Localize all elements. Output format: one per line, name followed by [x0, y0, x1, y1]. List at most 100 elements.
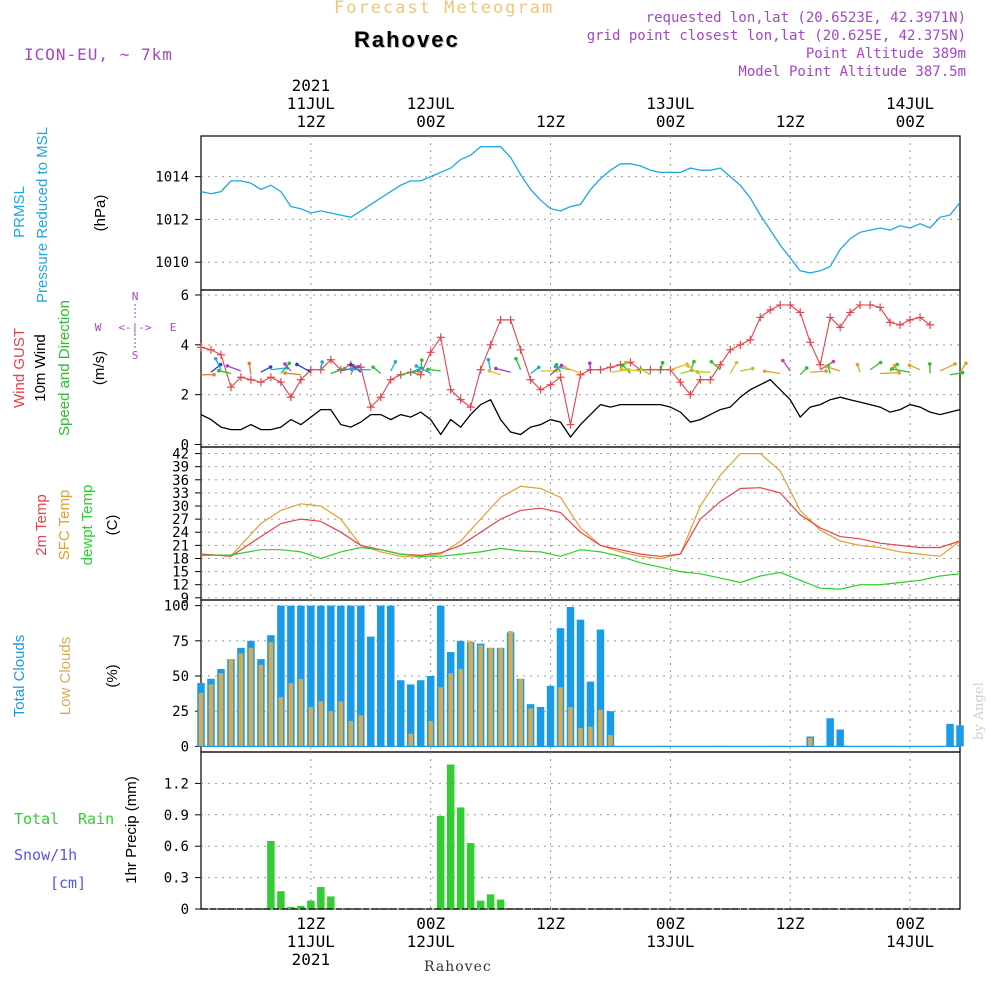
wind-gust-marker [856, 300, 865, 309]
clouds-ytick-label: 50 [172, 669, 189, 685]
wind-direction-arrowhead [349, 367, 354, 372]
wind-gust-marker [216, 350, 225, 359]
wind-direction-arrowhead [217, 368, 221, 373]
wind-gust-marker [246, 375, 255, 384]
top-time-label: 12Z [296, 112, 325, 131]
low-cloud-bar [518, 678, 523, 747]
temperature-ytick-label: 36 [172, 473, 189, 489]
wind-gust-marker [456, 395, 465, 404]
wind-gust-marker [366, 403, 375, 412]
wind-direction-arrowhead [349, 362, 353, 367]
model-point-altitude: Model Point Altitude 387.5m [738, 64, 966, 80]
total-cloud-bar [416, 680, 425, 747]
temperature-ytick-label: 39 [172, 460, 189, 476]
bottom-time-label: 00Z [656, 914, 685, 933]
wind-gust-marker [716, 360, 725, 369]
wind-gust-marker [326, 355, 335, 364]
wind-gust-marker [226, 383, 235, 392]
wind-gust-marker [436, 333, 445, 342]
wind-gust-marker [846, 308, 855, 317]
wind-direction-arrowhead [927, 362, 932, 366]
bottom-date-label: 13JUL [646, 932, 694, 951]
wind-direction-arrow [710, 361, 721, 371]
low-cloud-bar [248, 647, 254, 747]
compass-e: E [170, 321, 177, 334]
wind-direction-arrowhead [213, 356, 218, 361]
wind-gust-label: Wind GUST [11, 328, 28, 408]
wind-gust-marker [476, 365, 485, 374]
wind-direction-arrowhead [824, 364, 828, 369]
wind-direction-arrowhead [695, 370, 700, 374]
wind-gust-marker [206, 345, 215, 354]
wind-direction-arrowhead [536, 365, 541, 370]
wind-gust-marker [306, 365, 315, 374]
bottom-date-label: 11JUL [287, 932, 335, 951]
wind-direction-arrowhead [426, 367, 430, 372]
compass-arrow: <-|-> [118, 321, 151, 334]
wind-gust-marker [236, 373, 245, 382]
bottom-time-label: 00Z [416, 914, 445, 933]
wind-direction-arrow [296, 363, 312, 373]
top-date-label: 13JUL [646, 94, 694, 113]
low-cloud-bar [318, 701, 324, 747]
low-cloud-bar [228, 659, 234, 747]
wind-gust-marker [786, 300, 795, 309]
rain-bar [317, 887, 325, 909]
total-cloud-bar [277, 605, 285, 747]
wind-gust-marker [546, 380, 555, 389]
top-date-label: 12JUL [407, 94, 455, 113]
wind-direction-arrowhead [890, 367, 894, 371]
top-date-label: 11JUL [287, 94, 335, 113]
low-cloud-bar [218, 673, 224, 747]
wind-gust-marker [486, 340, 495, 349]
rain-bar [466, 843, 475, 909]
wind-direction-arrow [260, 366, 271, 373]
wind-gust-marker [286, 393, 295, 402]
wind-direction-arrowhead [283, 371, 287, 375]
clouds-ytick-label: 0 [181, 739, 189, 755]
wind-direction-arrow [410, 367, 422, 373]
wind-direction-arrowhead [907, 363, 912, 367]
wind-direction-arrow [400, 370, 419, 376]
bottom-date-label: 14JUL [886, 932, 934, 951]
total-rain-label-1: Total [14, 810, 59, 828]
wind-direction-arrow [880, 372, 900, 375]
low-cloud-bar [288, 683, 294, 747]
wind-direction-arrowhead [964, 361, 968, 366]
low-cloud-bar [598, 709, 603, 747]
wind-direction-arrowhead [619, 367, 624, 372]
wind-direction-arrowhead [709, 359, 714, 364]
sfc-temp-line [200, 453, 961, 560]
wind-direction-arrow [621, 368, 641, 372]
pressure-ytick-label: 1010 [155, 255, 189, 271]
bottom-date-label: 12JUL [407, 932, 455, 951]
wind-direction-arrow [270, 367, 287, 371]
wind-gust-marker [736, 340, 745, 349]
wind-gust-marker [386, 375, 395, 384]
total-cloud-bar [387, 605, 395, 747]
wind-gust-marker [906, 315, 915, 324]
total-cloud-bar [436, 605, 445, 747]
rain-bar [287, 906, 295, 909]
wind-gust-marker [746, 335, 755, 344]
pressure-ytick-label: 1012 [155, 212, 189, 228]
wind-direction-arrowhead [804, 366, 809, 370]
wind-direction-arrow [939, 363, 956, 372]
wind-gust-marker [806, 338, 815, 347]
wind-direction-arrowhead [371, 365, 375, 369]
wind-gust-marker [266, 373, 275, 382]
top-time-label: 12Z [536, 112, 565, 131]
total-cloud-bar [367, 636, 375, 747]
wind-direction-arrowhead [247, 361, 252, 366]
wind-direction-arrowhead [762, 369, 767, 373]
total-cloud-bar [956, 725, 964, 747]
wind-gust-marker [726, 345, 735, 354]
temperature-ytick-label: 15 [172, 565, 189, 581]
wind-direction-arrowhead [420, 358, 424, 362]
low-cloud-bar [408, 733, 413, 747]
wind-direction-arrowhead [486, 357, 491, 362]
dewpt-line [200, 546, 961, 590]
temp-unit-label: (C) [104, 515, 121, 536]
low-cloud-bar [568, 706, 573, 747]
